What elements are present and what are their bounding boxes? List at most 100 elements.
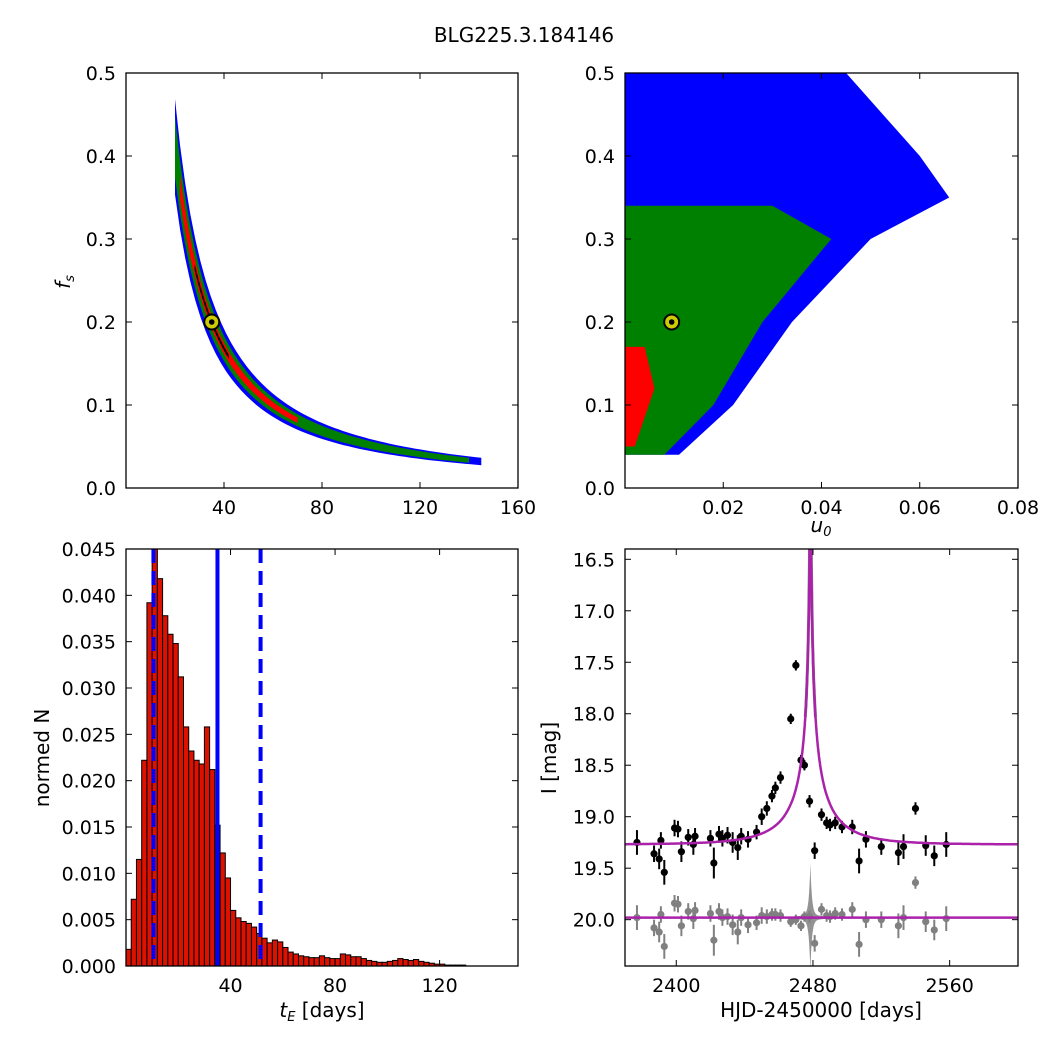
model-curve (625, 549, 1018, 846)
residual-point (660, 942, 668, 951)
photometry-point (723, 831, 732, 839)
histogram-bar (407, 959, 414, 966)
photometry-point (930, 852, 938, 860)
photometry-point (894, 849, 902, 857)
photometry-point (792, 661, 800, 669)
fs-tick-label: 0.4 (585, 146, 615, 168)
histogram-bar (203, 726, 211, 966)
photometry-point (674, 825, 682, 833)
histogram-bar (130, 898, 137, 966)
light-curve-plot-area (625, 549, 1018, 966)
mag-tick-label: 16.5 (573, 549, 615, 571)
photometry-point (650, 850, 658, 858)
region-2sigma (625, 205, 832, 455)
histogram-bar (266, 942, 273, 966)
photometry-point (817, 811, 826, 819)
mag-tick-label: 17.5 (573, 652, 615, 674)
te-tick-label: 40 (212, 497, 236, 519)
photometry-point (776, 773, 785, 782)
fs-tick-label: 0.1 (585, 395, 615, 417)
photometry-point (710, 859, 718, 867)
panel-fs-vs-te: 40 80 120 160 0.0 0.1 0.2 0.3 0.4 0.5 fs (51, 63, 536, 519)
histogram-bar (245, 922, 252, 966)
histogram-bar (172, 643, 179, 966)
axes-frame (125, 548, 519, 967)
te-tick-label: 120 (421, 975, 457, 997)
residual-point (734, 928, 742, 936)
histogram-bar (156, 578, 164, 966)
histogram-bar (198, 763, 205, 966)
histogram-bar (271, 939, 279, 966)
histogram-bar (146, 602, 153, 966)
residual-point (848, 905, 856, 913)
histogram-bar (392, 959, 399, 966)
normed-n-tick-label: 0.005 (62, 910, 116, 932)
u0-subscript: 0 (823, 525, 831, 540)
fs-tick-label: 0.0 (86, 478, 116, 500)
photometry-point (734, 843, 742, 852)
histogram-bar (355, 956, 362, 966)
fs-te-plot-area (175, 99, 482, 466)
histogram-bar (261, 937, 268, 966)
residual-point (930, 926, 938, 934)
band-3sigma (175, 99, 482, 466)
residual-point (684, 907, 692, 916)
axes-frame (624, 548, 1019, 967)
residual-point (797, 922, 805, 930)
residual-point (838, 910, 846, 919)
histogram-bar (282, 946, 289, 966)
fs-subscript: s (63, 275, 78, 282)
photometry-point (691, 832, 699, 840)
hjd-tick-label: 2400 (652, 975, 700, 997)
fs-tick-label: 0.4 (86, 146, 116, 168)
histogram-bar (371, 960, 378, 966)
te-tick-label: 40 (218, 975, 242, 997)
fs-tick-label: 0.2 (86, 312, 116, 334)
photometry-point (684, 833, 692, 841)
band-best (194, 263, 229, 359)
histogram-plot-area (126, 549, 467, 966)
best-fit-marker-center (208, 319, 215, 325)
fs-tick-label: 0.2 (585, 312, 615, 334)
fs-tick-label: 0.3 (86, 229, 116, 251)
te-tick-label: 120 (402, 497, 438, 519)
photometry-point (911, 804, 920, 813)
fs-tick-label: 0.5 (585, 63, 615, 85)
fs-tick-label: 0.3 (585, 229, 615, 251)
fs-tick-label: 0.0 (585, 478, 615, 500)
histogram-bar (334, 958, 341, 966)
photometry-point (655, 855, 663, 863)
residual-point (831, 909, 839, 918)
normed-n-tick-label: 0.045 (62, 539, 116, 561)
photometry-point (805, 797, 814, 805)
photometry-point (877, 842, 885, 851)
te-tick-label: 160 (500, 497, 536, 519)
histogram-bar (292, 953, 299, 966)
histogram-bar (402, 959, 409, 966)
te-tick-label: 80 (310, 497, 334, 519)
mag-tick-label: 19.0 (573, 807, 615, 829)
hjd-axis-label: HJD-2450000 [days] (720, 998, 922, 1022)
fs-u0-plot-area (625, 73, 950, 455)
histogram-bar (230, 909, 237, 966)
histogram-bar (418, 960, 425, 966)
histogram-bar (412, 959, 420, 966)
histogram-bar (313, 957, 320, 966)
normed-n-tick-label: 0.000 (62, 956, 116, 978)
residual-point (677, 922, 685, 930)
u0-tick-label: 0.04 (800, 497, 842, 519)
histogram-bar (162, 615, 169, 966)
residual-point (911, 879, 920, 887)
histogram-axes: 40 80 120 0.000 0.005 0.010 0.015 0.020 0.025 0.0… (62, 539, 519, 997)
light-curve-axes: 2400 2480 2560 16.5 17.0 17.5 18.0 18.5 19.0 19.5… (573, 548, 1019, 997)
panel-light-curve: 2400 2480 2560 16.5 17.0 17.5 18.0 18.5 19.0 19.5… (537, 548, 1019, 1022)
photometry-point (758, 813, 766, 821)
histogram-bar (329, 958, 336, 966)
u0-tick-label: 0.08 (997, 497, 1039, 519)
photometry-point (771, 784, 779, 792)
hjd-tick-label: 2480 (789, 975, 837, 997)
photometry-point (763, 804, 771, 813)
u0-tick-label: 0.02 (702, 497, 744, 519)
histogram-bar (318, 955, 326, 966)
te-subscript: E (287, 1010, 296, 1025)
